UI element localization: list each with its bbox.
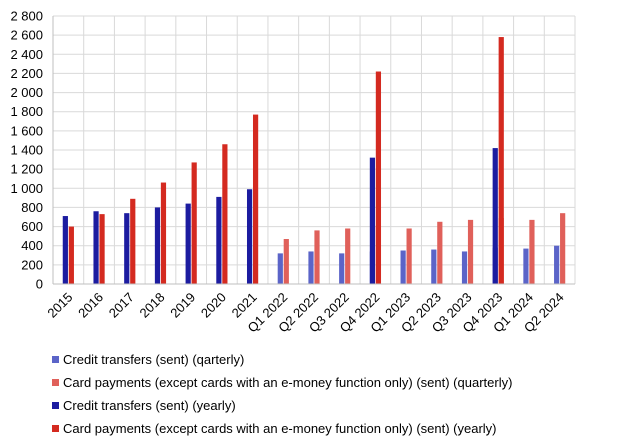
y-tick-label: 2 600	[10, 28, 43, 43]
bar	[529, 219, 535, 284]
bar	[154, 207, 161, 284]
legend-label: Credit transfers (sent) (qarterly)	[63, 352, 245, 367]
bar	[216, 196, 222, 284]
legend-swatch	[52, 379, 59, 386]
y-tick-label: 1 200	[10, 162, 43, 177]
legend-item-credit-yearly: Credit transfers (sent) (yearly)	[52, 394, 512, 417]
bar	[130, 198, 136, 284]
x-tick-label: 2015	[44, 290, 75, 321]
bar	[124, 213, 130, 284]
bar	[554, 245, 560, 284]
y-tick-label: 1 600	[10, 123, 43, 138]
bar	[277, 253, 283, 284]
bar	[400, 250, 406, 284]
bar	[246, 189, 253, 284]
bar	[369, 157, 376, 284]
bar	[252, 114, 259, 284]
y-axis-ticks: 0 200 400 600 800 1 000 1 200 1 400 1 600 1 800 2 …	[10, 9, 43, 292]
x-tick-label: 2017	[106, 290, 137, 321]
y-tick-label: 800	[21, 200, 43, 215]
legend-label: Credit transfers (sent) (yearly)	[63, 398, 236, 413]
x-tick-label: 2016	[75, 290, 106, 321]
bar	[437, 221, 443, 284]
legend-swatch	[52, 425, 59, 432]
bar	[68, 226, 74, 284]
bar	[523, 248, 529, 284]
bars	[62, 37, 566, 284]
legend-label: Card payments (except cards with an e-mo…	[63, 375, 513, 390]
bar	[93, 211, 99, 284]
y-tick-label: 1 400	[10, 143, 43, 158]
bar	[461, 251, 468, 284]
bar	[191, 162, 197, 284]
y-tick-label: 2 200	[10, 66, 43, 81]
bar	[308, 251, 314, 284]
bar	[492, 148, 498, 284]
bar	[406, 228, 412, 284]
y-tick-label: 2 800	[10, 9, 43, 24]
bar	[283, 239, 289, 284]
bar	[314, 230, 320, 284]
bar-chart: 0 200 400 600 800 1 000 1 200 1 400 1 600 1 800 2 …	[10, 9, 576, 336]
bar	[498, 37, 504, 284]
x-tick-label: 2020	[198, 290, 229, 321]
bar	[345, 228, 351, 284]
bar	[560, 213, 566, 284]
legend-item-credit-quarterly: Credit transfers (sent) (qarterly)	[52, 348, 512, 371]
legend-item-card-yearly: Card payments (except cards with an e-mo…	[52, 417, 512, 440]
y-tick-label: 1 000	[10, 181, 43, 196]
bar	[431, 249, 437, 284]
gridlines	[52, 15, 576, 285]
y-tick-label: 2 000	[10, 85, 43, 100]
bar	[339, 253, 345, 284]
bar	[160, 182, 167, 284]
x-tick-label: 2019	[167, 290, 198, 321]
y-tick-label: 0	[36, 277, 43, 292]
y-tick-label: 1 800	[10, 104, 43, 119]
legend-swatch	[52, 402, 59, 409]
legend-item-card-quarterly: Card payments (except cards with an e-mo…	[52, 371, 512, 394]
legend-label: Card payments (except cards with an e-mo…	[63, 421, 497, 436]
x-tick-label: 2018	[137, 290, 168, 321]
bar	[222, 144, 228, 284]
bar	[99, 214, 105, 284]
bar	[467, 219, 474, 284]
y-tick-label: 200	[21, 257, 43, 272]
bar	[375, 71, 382, 284]
y-tick-label: 2 400	[10, 47, 43, 62]
legend-swatch	[52, 356, 59, 363]
legend: Credit transfers (sent) (qarterly) Card …	[52, 348, 512, 440]
y-tick-label: 600	[21, 219, 43, 234]
y-tick-label: 400	[21, 238, 43, 253]
bar	[62, 216, 68, 284]
bar	[185, 203, 191, 284]
